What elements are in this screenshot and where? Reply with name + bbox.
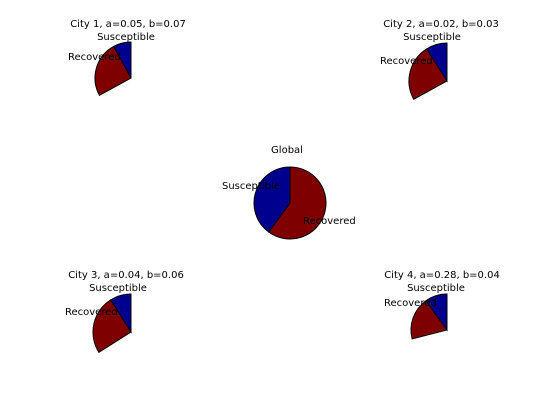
pie-city-3: City 3, a=0.04, b=0.06 Susceptible Recov… [65,270,184,354]
chart-title: City 1, a=0.05, b=0.07 [70,19,186,30]
chart-title: City 3, a=0.04, b=0.06 [68,270,184,281]
pie-slice-susceptible [253,166,291,233]
pie-slices [94,41,132,97]
pie-global: Global Susceptible Recovered [222,145,356,240]
pie-slice-recovered [268,166,327,240]
slice-label-recovered: Recovered [303,216,356,227]
pie-slice-recovered [410,300,448,340]
pie-city-1: City 1, a=0.05, b=0.07 Susceptible Recov… [68,19,186,97]
chart-title: Global [271,145,303,156]
pie-slice-recovered [92,299,132,354]
slice-label-susceptible: Susceptible [407,283,465,294]
slice-label-susceptible: Susceptible [89,283,147,294]
pie-city-4: City 4, a=0.28, b=0.04 Susceptible Recov… [384,270,500,340]
slice-label-susceptible: Susceptible [403,32,461,43]
pie-slice-recovered [408,48,448,100]
pie-city-2: City 2, a=0.02, b=0.03 Susceptible Recov… [380,19,499,100]
slice-label-recovered: Recovered [65,307,118,318]
slice-label-recovered: Recovered [380,56,433,67]
slice-label-recovered: Recovered [68,52,121,63]
chart-title: City 2, a=0.02, b=0.03 [383,19,499,30]
chart-title: City 4, a=0.28, b=0.04 [384,270,500,281]
pie-slice-recovered [94,45,132,97]
pie-slices [410,293,448,340]
pie-slices [92,293,132,354]
slice-label-susceptible: Susceptible [222,181,280,192]
pie-slices [408,42,448,100]
slice-label-susceptible: Susceptible [97,32,155,43]
slice-label-recovered: Recovered [384,298,437,309]
pie-slices [253,166,327,240]
